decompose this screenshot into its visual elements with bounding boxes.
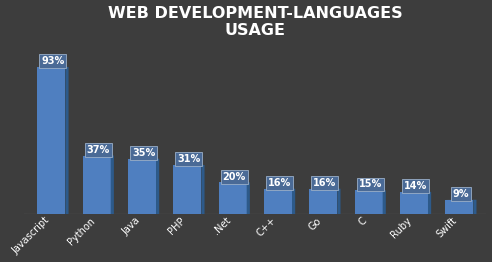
Polygon shape xyxy=(355,190,383,214)
Polygon shape xyxy=(128,159,156,214)
Text: 15%: 15% xyxy=(359,179,382,189)
Text: 20%: 20% xyxy=(222,172,246,182)
Text: 31%: 31% xyxy=(177,154,201,164)
Polygon shape xyxy=(428,192,431,214)
Text: 16%: 16% xyxy=(268,178,291,188)
Polygon shape xyxy=(218,182,246,214)
Text: 16%: 16% xyxy=(313,178,337,188)
Polygon shape xyxy=(246,182,250,214)
Title: WEB DEVELOPMENT-LANGUAGES
USAGE: WEB DEVELOPMENT-LANGUAGES USAGE xyxy=(108,6,402,38)
Polygon shape xyxy=(445,200,473,214)
Polygon shape xyxy=(264,189,292,214)
Text: 35%: 35% xyxy=(132,148,155,158)
Polygon shape xyxy=(37,67,65,214)
Text: 37%: 37% xyxy=(87,145,110,155)
Polygon shape xyxy=(201,165,205,214)
Polygon shape xyxy=(173,165,201,214)
Polygon shape xyxy=(400,192,428,214)
Polygon shape xyxy=(83,156,111,214)
Text: 93%: 93% xyxy=(41,56,64,66)
Text: 14%: 14% xyxy=(404,181,427,191)
Polygon shape xyxy=(309,189,338,214)
Text: 9%: 9% xyxy=(453,189,469,199)
Polygon shape xyxy=(156,159,159,214)
Polygon shape xyxy=(65,67,68,214)
Polygon shape xyxy=(383,190,386,214)
Polygon shape xyxy=(473,200,476,214)
Polygon shape xyxy=(338,189,340,214)
Polygon shape xyxy=(292,189,295,214)
Polygon shape xyxy=(111,155,114,214)
